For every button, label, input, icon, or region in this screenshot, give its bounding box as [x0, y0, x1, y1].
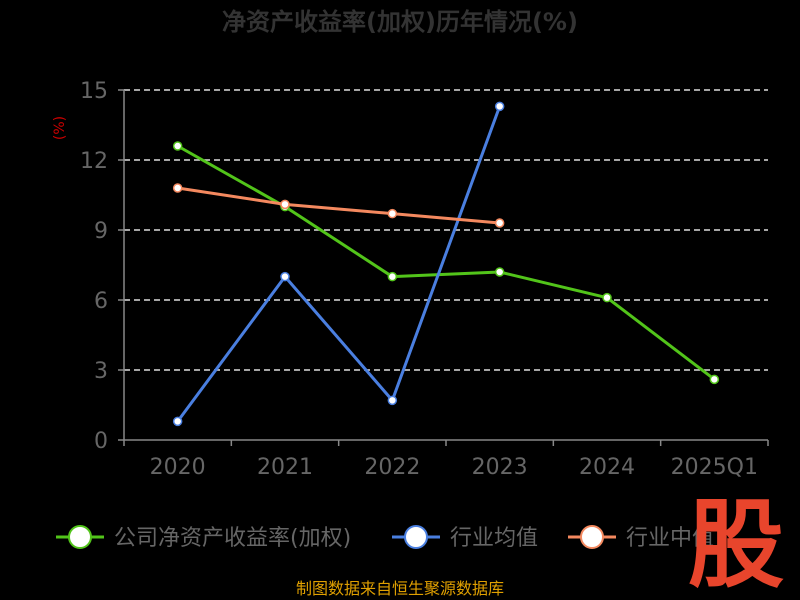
legend[interactable]: 公司净资产收益率(加权) 行业均值 行业中值: [56, 525, 714, 551]
data-point-0-2023: [494, 267, 505, 277]
series-2: [172, 183, 505, 228]
x-tick-label-2023: 2023: [472, 455, 528, 480]
x-tick-label-2025Q1: 2025Q1: [671, 455, 758, 480]
data-point-2-2020: [172, 183, 183, 193]
y-tick-label-0: 0: [94, 429, 108, 454]
legend-label-2: 行业中值: [626, 526, 714, 551]
watermark-logo: 股: [688, 489, 784, 600]
x-tick-label-2024: 2024: [579, 455, 635, 480]
x-tick-label-2022: 2022: [364, 455, 420, 480]
series-line-0: [176, 144, 716, 381]
legend-item-1[interactable]: 行业均值: [392, 525, 538, 551]
legend-label-0: 公司净资产收益率(加权): [114, 526, 351, 551]
legend-label-1: 行业均值: [450, 526, 538, 551]
y-tick-label-6: 6: [94, 289, 108, 314]
series-lines: [172, 101, 720, 427]
y-tick-label-3: 3: [94, 359, 108, 384]
data-point-2-2022: [387, 208, 398, 219]
y-axis-unit: (%): [52, 116, 68, 140]
y-tick-label-12: 12: [80, 149, 108, 174]
y-tick-label-15: 15: [80, 79, 108, 104]
axes: 0 3 6 9 12 15 2020 2021 2022 2023 2024 2025Q1: [80, 79, 769, 480]
data-point-0-2025Q1: [709, 374, 720, 385]
legend-marker-2: [580, 525, 604, 549]
series-line-2: [177, 186, 500, 225]
legend-item-2[interactable]: 行业中值: [568, 525, 714, 551]
data-point-2-2023: [494, 218, 505, 228]
gridlines: [124, 89, 768, 371]
data-point-2-2021: [280, 199, 290, 210]
series-0: [172, 141, 720, 385]
data-point-1-2023: [494, 101, 505, 112]
data-point-1-2022: [387, 395, 398, 406]
legend-marker-1: [404, 525, 428, 549]
legend-marker-0: [68, 525, 92, 549]
series-line-1: [176, 105, 502, 423]
x-tick-label-2021: 2021: [257, 455, 313, 480]
data-point-0-2024: [602, 292, 612, 303]
y-tick-label-9: 9: [94, 219, 108, 244]
legend-item-0[interactable]: 公司净资产收益率(加权): [56, 525, 351, 551]
data-point-1-2021: [280, 271, 290, 282]
data-point-0-2022: [387, 271, 398, 282]
series-1: [172, 101, 505, 427]
x-tick-label-2020: 2020: [150, 455, 206, 480]
data-source-note: 制图数据来自恒生聚源数据库: [296, 579, 504, 598]
data-point-1-2020: [172, 416, 183, 427]
data-point-0-2020: [172, 141, 183, 151]
chart-title: 净资产收益率(加权)历年情况(%): [222, 8, 578, 36]
